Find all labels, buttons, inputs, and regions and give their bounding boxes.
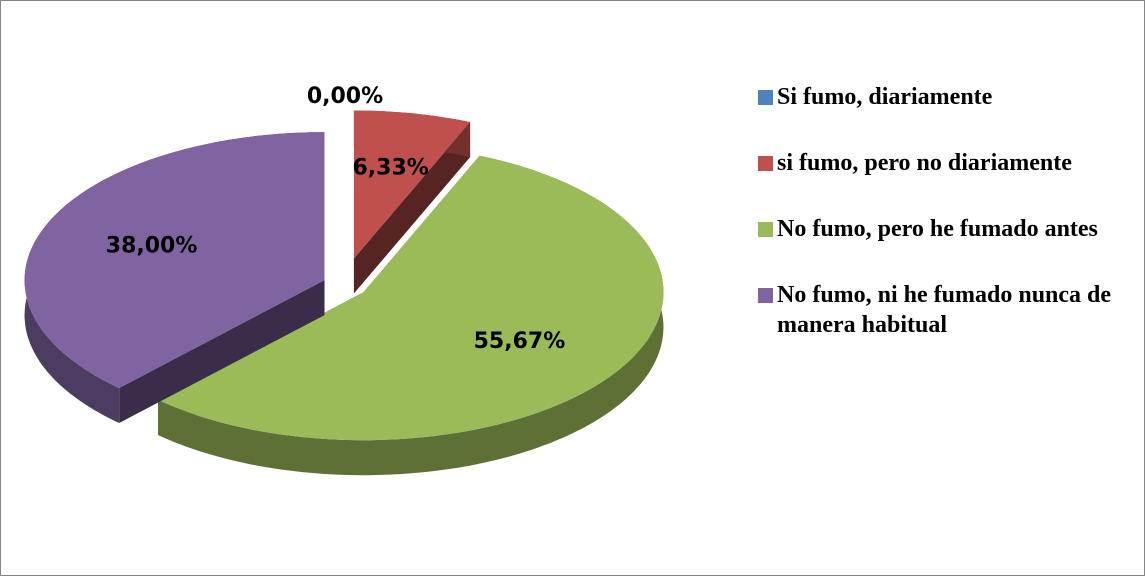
data-label: 6,33% xyxy=(352,156,428,181)
legend-swatch xyxy=(758,90,773,105)
legend-entry: si fumo, pero no diariamente xyxy=(758,148,1138,178)
legend-entry: No fumo, pero he fumado antes xyxy=(758,214,1138,244)
slice-side xyxy=(353,122,471,294)
legend-label: No fumo, pero he fumado antes xyxy=(777,216,1098,242)
data-label: 0,00% xyxy=(307,84,383,109)
legend-entry: Si fumo, diariamente xyxy=(758,82,1138,112)
legend-label: No fumo, ni he fumado nunca de manera ha… xyxy=(777,282,1112,338)
legend-swatch xyxy=(758,222,773,237)
slice xyxy=(158,155,664,476)
legend: Si fumo, diariamente si fumo, pero no dia… xyxy=(758,82,1138,340)
slice xyxy=(24,132,325,423)
slice xyxy=(353,110,471,294)
slice-wall xyxy=(158,155,664,476)
legend-swatch xyxy=(758,156,773,171)
legend-swatch xyxy=(758,288,773,303)
slice-top xyxy=(24,132,325,388)
legend-label: si fumo, pero no diariamente xyxy=(777,150,1072,176)
data-label: 38,00% xyxy=(106,233,198,258)
slice-top xyxy=(353,110,471,259)
slice-top xyxy=(158,155,664,441)
data-label: 55,67% xyxy=(474,329,566,354)
slice-side xyxy=(119,280,325,423)
legend-label: Si fumo, diariamente xyxy=(777,84,993,110)
legend-entry: No fumo, ni he fumado nunca de manera ha… xyxy=(758,280,1138,340)
